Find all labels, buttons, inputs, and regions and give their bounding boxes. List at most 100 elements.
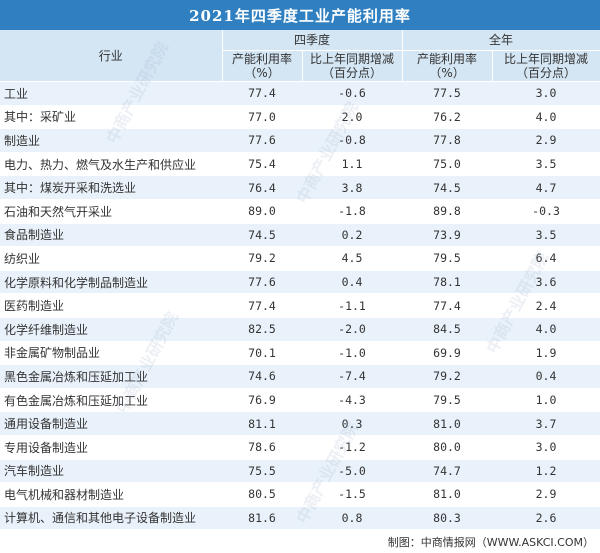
year-rate-cell: 79.5 <box>402 388 493 413</box>
header-year-rate: 产能利用率（%） <box>402 50 493 82</box>
industry-cell: 制造业 <box>0 128 222 153</box>
table-row: 非金属矿物制品业 70.1 -1.0 69.9 1.9 <box>0 341 600 366</box>
header-year-change: 比上年同期增减（百分点） <box>492 50 600 82</box>
industry-cell: 汽车制造业 <box>0 459 222 484</box>
table-row: 石油和天然气开采业 89.0 -1.8 89.8 -0.3 <box>0 199 600 224</box>
table-row: 黑色金属冶炼和压延加工业 74.6 -7.4 79.2 0.4 <box>0 364 600 389</box>
q4-rate-cell: 75.4 <box>222 152 302 177</box>
year-change-cell: 4.7 <box>492 175 600 200</box>
year-rate-cell: 77.8 <box>402 128 493 153</box>
q4-rate-cell: 89.0 <box>222 199 302 224</box>
q4-change-cell: 0.3 <box>302 411 403 436</box>
year-rate-cell: 78.1 <box>402 270 493 295</box>
industry-cell: 食品制造业 <box>0 223 222 248</box>
year-change-cell: 2.4 <box>492 293 600 318</box>
year-change-cell: 1.0 <box>492 388 600 413</box>
q4-rate-cell: 81.6 <box>222 506 302 531</box>
q4-rate-cell: 81.1 <box>222 411 302 436</box>
year-change-cell: 2.9 <box>492 128 600 153</box>
year-change-cell: 3.5 <box>492 152 600 177</box>
q4-change-cell: 3.8 <box>302 175 403 200</box>
year-change-cell: -0.3 <box>492 199 600 224</box>
q4-rate-cell: 77.0 <box>222 105 302 130</box>
year-change-cell: 4.0 <box>492 317 600 342</box>
industry-cell: 石油和天然气开采业 <box>0 199 222 224</box>
year-rate-cell: 79.2 <box>402 364 493 389</box>
year-change-cell: 1.2 <box>492 459 600 484</box>
source-credit: 制图：中商情报网（WWW.ASKCI.COM） <box>387 536 594 549</box>
q4-rate-cell: 74.6 <box>222 364 302 389</box>
industry-cell: 通用设备制造业 <box>0 411 222 436</box>
year-rate-cell: 77.4 <box>402 293 493 318</box>
q4-change-cell: 0.8 <box>302 506 403 531</box>
q4-change-cell: 2.0 <box>302 105 403 130</box>
q4-rate-cell: 77.4 <box>222 81 302 106</box>
q4-change-cell: -1.2 <box>302 435 403 460</box>
q4-change-cell: 0.2 <box>302 223 403 248</box>
q4-change-cell: 4.5 <box>302 246 403 271</box>
q4-rate-cell: 70.1 <box>222 341 302 366</box>
table-row: 通用设备制造业 81.1 0.3 81.0 3.7 <box>0 411 600 436</box>
q4-rate-cell: 75.5 <box>222 459 302 484</box>
q4-change-cell: -1.0 <box>302 341 403 366</box>
q4-rate-cell: 78.6 <box>222 435 302 460</box>
industry-cell: 医药制造业 <box>0 293 222 318</box>
q4-change-cell: -0.6 <box>302 81 403 106</box>
year-change-cell: 3.7 <box>492 411 600 436</box>
q4-rate-cell: 79.2 <box>222 246 302 271</box>
year-change-cell: 3.0 <box>492 81 600 106</box>
q4-change-cell: -5.0 <box>302 459 403 484</box>
q4-change-cell: 1.1 <box>302 152 403 177</box>
table-row: 医药制造业 77.4 -1.1 77.4 2.4 <box>0 293 600 318</box>
industry-cell: 化学纤维制造业 <box>0 317 222 342</box>
industry-cell: 化学原料和化学制品制造业 <box>0 270 222 295</box>
table-row: 电力、热力、燃气及水生产和供应业 75.4 1.1 75.0 3.5 <box>0 152 600 177</box>
year-rate-cell: 81.0 <box>402 411 493 436</box>
table-row: 计算机、通信和其他电子设备制造业 81.6 0.8 80.3 2.6 <box>0 506 600 531</box>
industry-cell: 其中：煤炭开采和洗选业 <box>0 175 222 200</box>
q4-rate-cell: 74.5 <box>222 223 302 248</box>
q4-rate-cell: 76.4 <box>222 175 302 200</box>
q4-rate-cell: 80.5 <box>222 482 302 507</box>
year-rate-cell: 84.5 <box>402 317 493 342</box>
q4-rate-cell: 77.4 <box>222 293 302 318</box>
year-change-cell: 2.6 <box>492 506 600 531</box>
year-change-cell: 3.0 <box>492 435 600 460</box>
industry-cell: 工业 <box>0 81 222 106</box>
year-rate-cell: 76.2 <box>402 105 493 130</box>
header-year: 全年 <box>402 30 600 51</box>
table-row: 有色金属冶炼和压延加工业 76.9 -4.3 79.5 1.0 <box>0 388 600 413</box>
year-change-cell: 4.0 <box>492 105 600 130</box>
industry-cell: 计算机、通信和其他电子设备制造业 <box>0 506 222 531</box>
q4-change-cell: 0.4 <box>302 270 403 295</box>
year-change-cell: 3.5 <box>492 223 600 248</box>
table-row: 化学原料和化学制品制造业 77.6 0.4 78.1 3.6 <box>0 270 600 295</box>
table-title: 2021年四季度工业产能利用率 <box>0 0 600 30</box>
year-rate-cell: 89.8 <box>402 199 493 224</box>
year-rate-cell: 74.7 <box>402 459 493 484</box>
table-row: 工业 77.4 -0.6 77.5 3.0 <box>0 81 600 106</box>
q4-rate-cell: 82.5 <box>222 317 302 342</box>
table-row: 其中：煤炭开采和洗选业 76.4 3.8 74.5 4.7 <box>0 175 600 200</box>
year-rate-cell: 77.5 <box>402 81 493 106</box>
year-change-cell: 6.4 <box>492 246 600 271</box>
q4-rate-cell: 76.9 <box>222 388 302 413</box>
year-rate-cell: 74.5 <box>402 175 493 200</box>
table-row: 化学纤维制造业 82.5 -2.0 84.5 4.0 <box>0 317 600 342</box>
year-rate-cell: 79.5 <box>402 246 493 271</box>
q4-change-cell: -4.3 <box>302 388 403 413</box>
year-rate-cell: 69.9 <box>402 341 493 366</box>
year-change-cell: 1.9 <box>492 341 600 366</box>
industry-cell: 专用设备制造业 <box>0 435 222 460</box>
table-row: 其中：采矿业 77.0 2.0 76.2 4.0 <box>0 105 600 130</box>
table-row: 纺织业 79.2 4.5 79.5 6.4 <box>0 246 600 271</box>
table-row: 专用设备制造业 78.6 -1.2 80.0 3.0 <box>0 435 600 460</box>
capacity-table: 行业 四季度 全年 产能利用率（%） 比上年同期增减（百分点） 产能利用率（%）… <box>0 30 600 531</box>
q4-change-cell: -1.8 <box>302 199 403 224</box>
year-rate-cell: 80.0 <box>402 435 493 460</box>
q4-change-cell: -1.1 <box>302 293 403 318</box>
q4-change-cell: -1.5 <box>302 482 403 507</box>
year-change-cell: 3.6 <box>492 270 600 295</box>
industry-cell: 其中：采矿业 <box>0 105 222 130</box>
